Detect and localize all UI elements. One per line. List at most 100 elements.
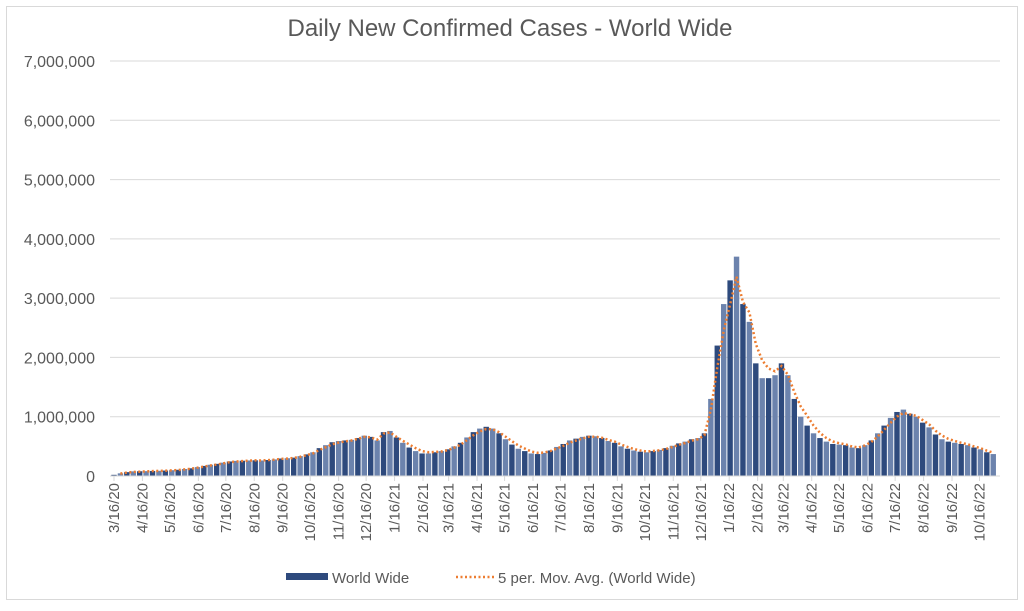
y-tick-label: 1,000,000 (24, 410, 95, 427)
bar (541, 452, 547, 476)
bar (650, 451, 656, 476)
x-tick-label: 2/16/22 (750, 483, 767, 533)
bar (323, 445, 329, 476)
bar (207, 464, 213, 476)
y-tick-label: 4,000,000 (24, 232, 95, 249)
bar (335, 441, 342, 476)
bar (111, 474, 117, 476)
bar (990, 454, 996, 476)
bar (169, 470, 175, 476)
bar (342, 440, 348, 476)
y-tick-label: 6,000,000 (24, 113, 95, 130)
bar (483, 426, 489, 476)
moving-average-line (120, 276, 994, 475)
bar (817, 438, 823, 476)
bar (361, 435, 368, 476)
bar (669, 445, 676, 476)
bar (579, 436, 586, 476)
bar (233, 460, 239, 476)
bar (380, 432, 387, 476)
x-tick-label: 5/16/22 (831, 483, 848, 533)
bar (265, 459, 271, 476)
x-tick-label: 9/16/20 (275, 483, 292, 533)
bar (913, 416, 919, 476)
bar (522, 451, 528, 476)
x-tick-label: 5/16/21 (497, 483, 514, 533)
legend-label-moving-average: 5 per. Mov. Avg. (World Wide) (498, 570, 696, 587)
bar (958, 443, 964, 476)
bar (682, 441, 688, 476)
bar (643, 452, 650, 476)
bar (387, 430, 393, 476)
x-tick-label: 7/16/21 (553, 483, 570, 533)
y-tick-label: 3,000,000 (24, 291, 95, 308)
bar (952, 442, 958, 476)
bar (290, 457, 297, 476)
bar (926, 427, 932, 476)
bar (804, 425, 810, 476)
bar (457, 442, 464, 476)
x-tick-label: 8/16/21 (581, 483, 598, 533)
y-tick-label: 5,000,000 (24, 173, 95, 190)
x-tick-label: 9/16/21 (609, 483, 626, 533)
bar (765, 378, 772, 476)
bar (329, 442, 335, 476)
bar (509, 444, 515, 476)
x-tick-label: 3/16/20 (106, 483, 123, 533)
bar (412, 451, 419, 476)
bar (939, 439, 945, 476)
bar (181, 469, 188, 476)
x-tick-label: 7/16/20 (218, 483, 235, 533)
bar (823, 441, 830, 476)
bar (136, 471, 143, 476)
bar (438, 451, 445, 476)
bar (226, 461, 233, 476)
y-tick-label: 0 (86, 469, 95, 486)
bar (451, 446, 457, 476)
bar (220, 462, 226, 476)
bar (560, 443, 566, 476)
bar (573, 438, 579, 476)
bar (830, 443, 836, 476)
bar (810, 433, 817, 476)
bar (971, 447, 977, 476)
bar (599, 438, 605, 476)
bar (977, 449, 984, 476)
bar (740, 304, 746, 476)
y-tick-label: 7,000,000 (24, 54, 95, 71)
x-tick-label: 12/16/20 (358, 483, 375, 541)
bar (419, 453, 425, 476)
bar (720, 304, 727, 476)
bar (714, 345, 720, 476)
bar (246, 460, 252, 476)
bar (117, 473, 124, 476)
bar (881, 425, 887, 476)
bar (708, 398, 714, 476)
bar (919, 422, 926, 476)
bar (592, 436, 599, 476)
bar (188, 468, 194, 476)
bar (252, 460, 258, 476)
x-tick-label: 6/16/20 (190, 483, 207, 533)
bar (297, 456, 303, 476)
bar (862, 445, 868, 476)
bar (489, 428, 496, 476)
x-tick-label: 4/16/20 (134, 483, 151, 533)
bar (213, 463, 220, 476)
x-tick-label: 4/16/22 (804, 483, 821, 533)
bar (618, 446, 624, 476)
chart-title: Daily New Confirmed Cases - World Wide (287, 15, 732, 42)
bar (791, 398, 798, 476)
bar (778, 363, 785, 476)
bar (477, 428, 483, 476)
bar (855, 448, 862, 476)
bar (393, 437, 400, 476)
x-tick-label: 8/16/20 (246, 483, 263, 533)
bar (984, 452, 990, 476)
x-tick-label: 9/16/22 (944, 483, 961, 533)
bar (676, 443, 682, 476)
bar (759, 378, 765, 476)
bar (143, 471, 149, 476)
legend-label-world-wide: World Wide (332, 570, 409, 587)
